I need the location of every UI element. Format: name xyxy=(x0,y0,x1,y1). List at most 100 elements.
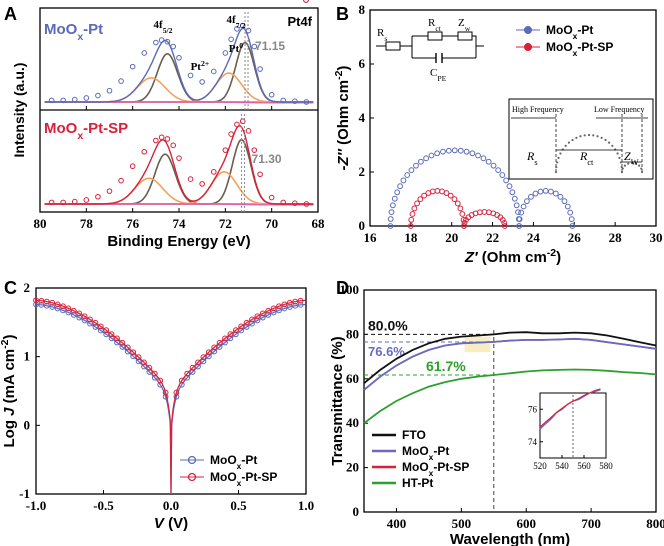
y-tick-label: -1 xyxy=(19,486,30,501)
data-point xyxy=(537,188,544,195)
y-tick-label: 40 xyxy=(346,415,359,430)
data-point xyxy=(43,298,50,305)
legend-label: MoOx-Pt-SP xyxy=(546,40,613,58)
legend-label: MoOx-Pt xyxy=(402,444,449,462)
panel-d-transmittance: 400 500 600 700 800 0 20 40 60 80 100 Wavelength (n… xyxy=(329,282,664,546)
data-point xyxy=(443,190,450,196)
data-point xyxy=(141,363,147,370)
data-point xyxy=(33,301,39,308)
y-tick-label: 0 xyxy=(359,218,366,233)
series-line xyxy=(363,337,657,391)
legend-marker xyxy=(187,472,197,482)
peak-label: Pt2+ xyxy=(191,59,210,74)
data-point xyxy=(146,369,153,375)
data-point xyxy=(200,358,207,365)
inset-label-zw: ZW xyxy=(624,149,639,167)
panel-letter-c: C xyxy=(4,278,17,298)
inset-dot xyxy=(571,138,574,142)
data-point xyxy=(228,36,234,43)
data-point xyxy=(81,313,88,320)
x-tick-label: 78 xyxy=(80,216,94,231)
data-point xyxy=(65,305,72,312)
legend-marker xyxy=(524,26,532,34)
data-point xyxy=(388,209,395,216)
data-point xyxy=(48,97,55,104)
inset-label-rs: Rs xyxy=(526,149,538,167)
data-point xyxy=(71,198,78,205)
data-point xyxy=(303,0,309,3)
circuit-wires xyxy=(376,35,484,59)
data-point xyxy=(303,201,310,207)
data-point xyxy=(518,209,525,216)
data-point xyxy=(103,327,110,334)
data-point xyxy=(162,389,169,396)
inset-dot xyxy=(604,138,607,142)
data-point xyxy=(528,193,534,200)
inset-dot xyxy=(556,161,559,164)
data-point xyxy=(130,353,137,360)
data-point xyxy=(205,353,212,360)
legend-marker xyxy=(524,43,532,51)
data-point xyxy=(124,348,131,355)
data-point xyxy=(164,136,171,142)
resistor-rct xyxy=(427,31,443,41)
x-tick-label: 500 xyxy=(452,516,472,531)
data-point xyxy=(187,176,194,182)
inset-dot xyxy=(607,141,611,144)
fit-envelope xyxy=(44,27,314,103)
data-point xyxy=(515,209,521,216)
data-point xyxy=(60,303,66,310)
data-point xyxy=(414,200,420,207)
x-tick-label: 30 xyxy=(650,230,663,245)
data-point xyxy=(404,172,411,178)
data-point xyxy=(520,203,527,210)
y-axis-label: -Z″ (Ohm cm-2) xyxy=(333,66,352,171)
data-point xyxy=(475,152,481,159)
data-point xyxy=(457,205,464,212)
inset-dot xyxy=(620,170,624,174)
x-tick-label: 24 xyxy=(527,230,541,245)
data-point xyxy=(532,190,539,197)
panel-a-xps: 80 78 76 74 72 70 68 Binding Energy (eV) Intensi… xyxy=(11,7,325,250)
data-point xyxy=(210,169,217,175)
x-axis-label: V (V) xyxy=(154,515,188,532)
data-point xyxy=(516,223,523,229)
inset-dot xyxy=(575,136,578,139)
warburg-zw xyxy=(457,31,473,41)
inset-dot xyxy=(555,166,558,169)
data-point xyxy=(440,148,446,155)
y-tick-label: 4 xyxy=(359,110,366,125)
x-tick-label: 72 xyxy=(219,216,232,231)
data-point xyxy=(238,323,245,330)
data-point xyxy=(407,223,414,229)
x-tick-label: 76 xyxy=(126,216,140,231)
data-point xyxy=(280,97,287,104)
series-line xyxy=(363,337,657,391)
data-point xyxy=(461,219,468,226)
data-point xyxy=(292,200,298,206)
data-point xyxy=(54,305,61,312)
resistor-rs xyxy=(385,41,401,51)
data-point xyxy=(210,68,217,75)
data-point xyxy=(65,309,72,316)
inset-dot xyxy=(640,167,643,170)
y-tick-label: 0 xyxy=(353,504,360,519)
legend-label: MoOx-Pt xyxy=(210,453,257,471)
data-point xyxy=(423,155,429,162)
data-point xyxy=(557,193,564,200)
data-point xyxy=(461,223,467,229)
data-point xyxy=(70,311,77,318)
data-point xyxy=(408,167,415,174)
data-point xyxy=(503,177,510,184)
data-point xyxy=(281,301,288,308)
data-point xyxy=(141,50,148,56)
y-axis-label: Transmittance (%) xyxy=(329,336,346,465)
panel-letter-b: B xyxy=(336,4,349,24)
data-point xyxy=(495,167,502,174)
data-point xyxy=(83,197,90,203)
data-point xyxy=(76,314,83,321)
fit-component xyxy=(44,138,314,205)
data-point xyxy=(303,99,310,105)
